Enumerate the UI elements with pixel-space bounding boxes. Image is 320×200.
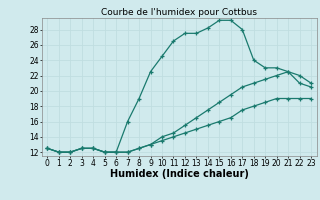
Title: Courbe de l'humidex pour Cottbus: Courbe de l'humidex pour Cottbus [101,8,257,17]
X-axis label: Humidex (Indice chaleur): Humidex (Indice chaleur) [110,169,249,179]
